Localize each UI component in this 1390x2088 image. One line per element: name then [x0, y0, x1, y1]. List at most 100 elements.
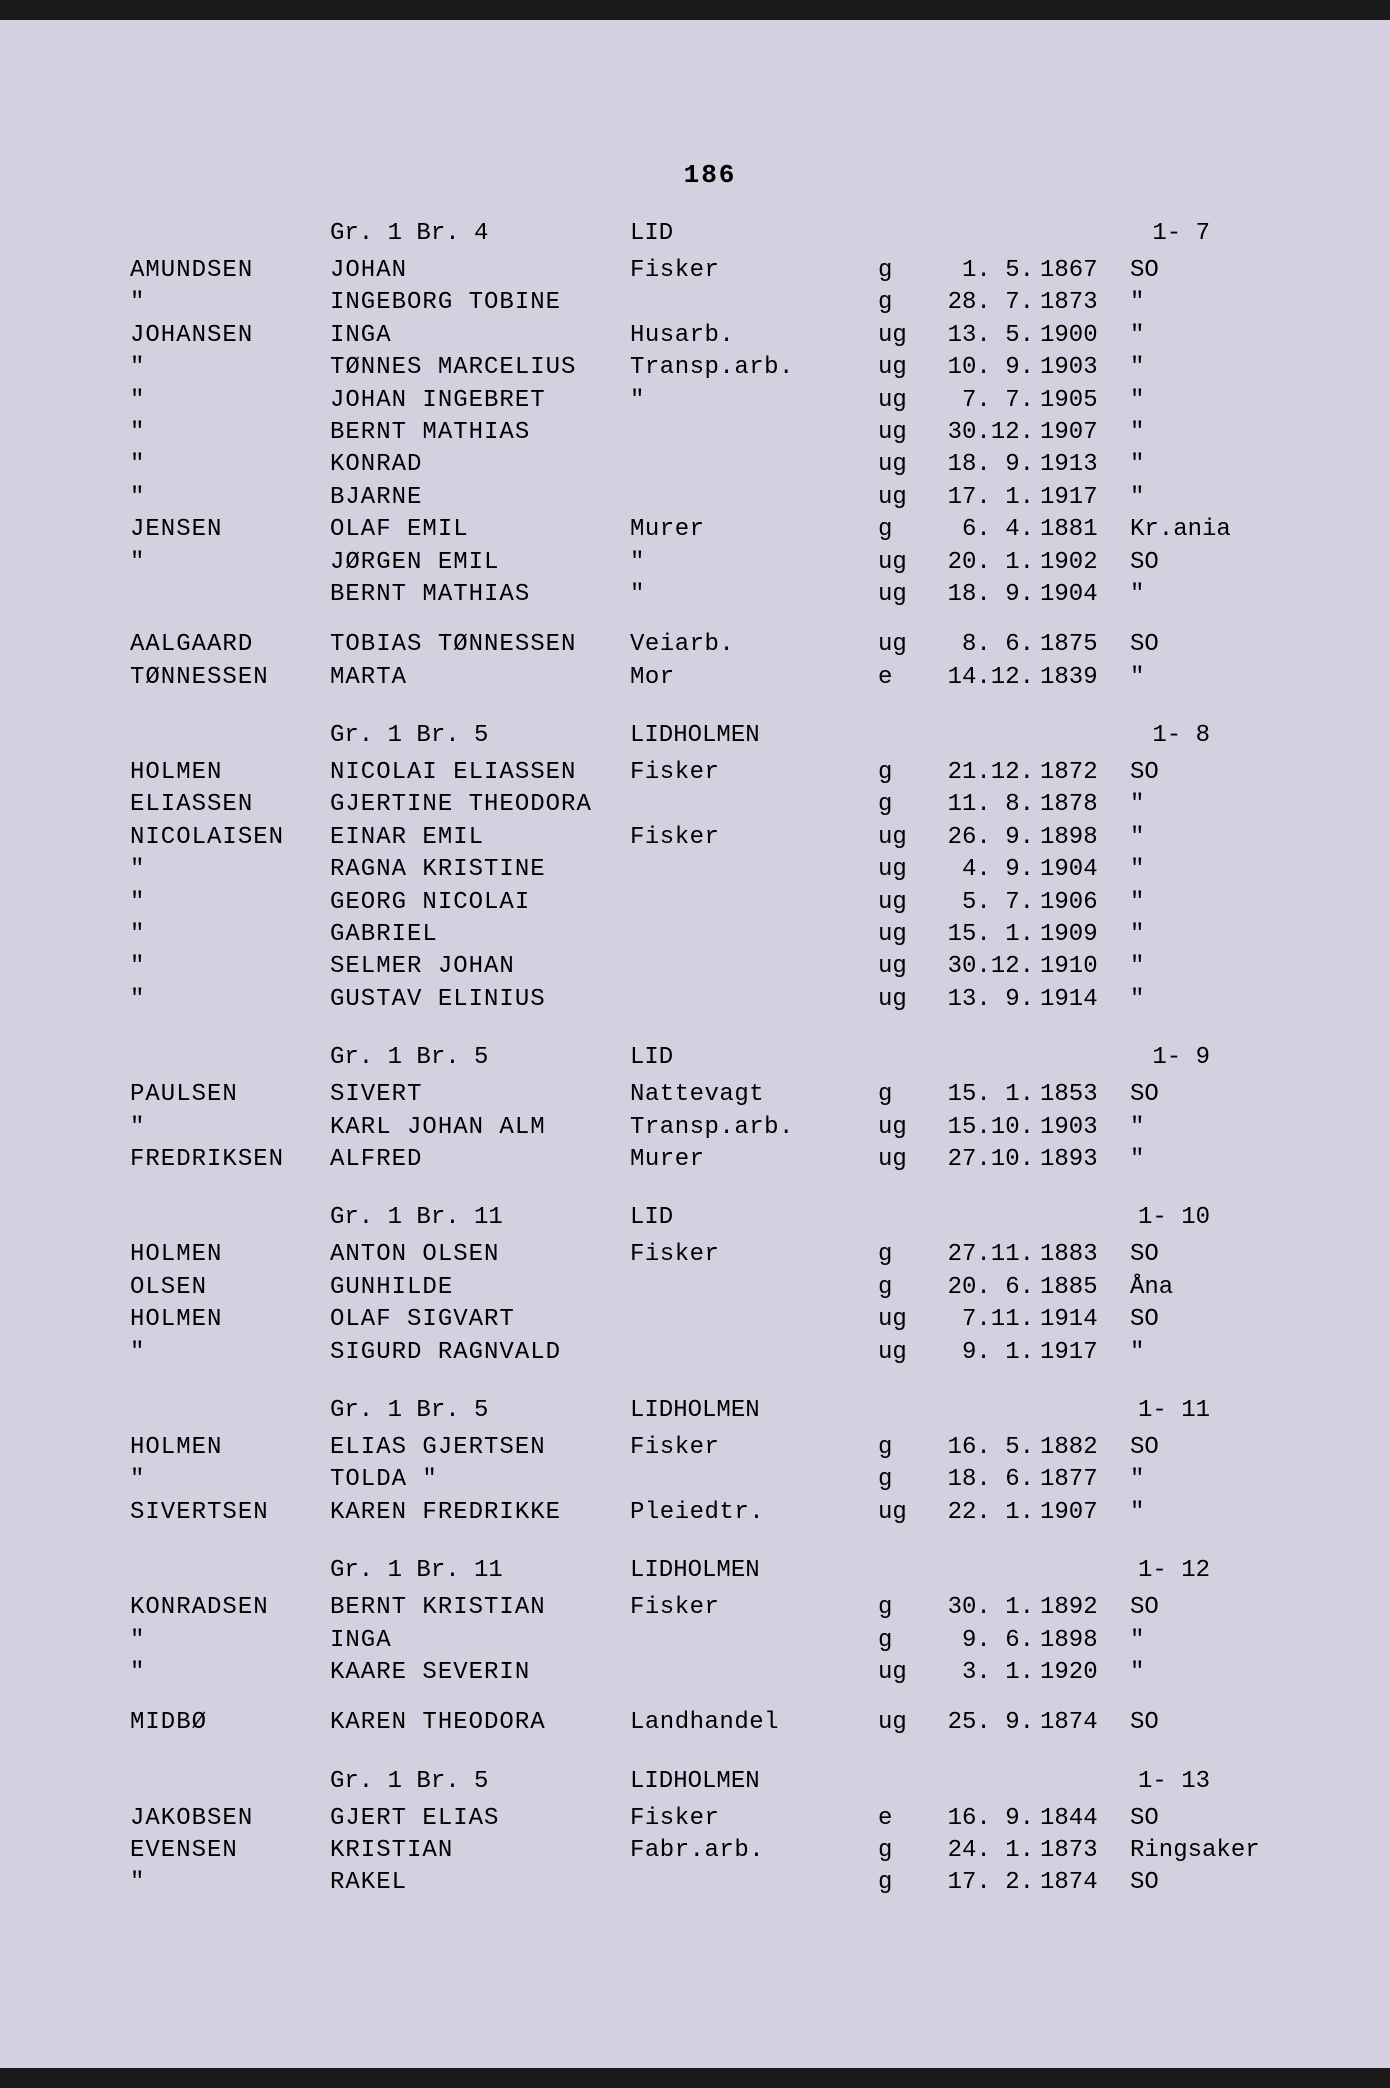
section-index: 1- 10 [1020, 1204, 1290, 1231]
record-row: "INGEBORG TOBINEg28. 7.1873" [130, 287, 1290, 319]
occupation-cell: " [630, 385, 870, 417]
year-cell: 1914 [1040, 984, 1130, 1016]
year-cell: 1902 [1040, 547, 1130, 579]
year-cell: 1900 [1040, 320, 1130, 352]
place-cell: " [1130, 352, 1310, 384]
record-row: HOLMENNICOLAI ELIASSENFiskerg21.12.1872S… [130, 757, 1290, 789]
group-branch: Gr. 1 Br. 4 [330, 220, 630, 247]
record-row: PAULSENSIVERTNattevagtg15. 1.1853SO [130, 1079, 1290, 1111]
given-cell: TOBIAS TØNNESSEN [330, 629, 630, 661]
given-cell: GEORG NICOLAI [330, 887, 630, 919]
place-cell: SO [1130, 1803, 1310, 1835]
year-cell: 1913 [1040, 449, 1130, 481]
given-cell: NICOLAI ELIASSEN [330, 757, 630, 789]
year-cell: 1905 [1040, 385, 1130, 417]
given-cell: BERNT MATHIAS [330, 579, 630, 611]
surname-cell: " [130, 1625, 330, 1657]
occupation-cell: Fabr.arb. [630, 1835, 870, 1867]
surname-cell: " [130, 887, 330, 919]
surname-cell: " [130, 547, 330, 579]
surname-cell: " [130, 984, 330, 1016]
day-cell: 15. 1. [930, 919, 1040, 951]
place-cell: " [1130, 1337, 1310, 1369]
surname-cell: " [130, 287, 330, 319]
surname-cell: SIVERTSEN [130, 1497, 330, 1529]
status-cell: ug [870, 1112, 930, 1144]
place-cell: Åna [1130, 1272, 1310, 1304]
year-cell: 1853 [1040, 1079, 1130, 1111]
given-cell: ELIAS GJERTSEN [330, 1432, 630, 1464]
record-row: "JOHAN INGEBRET"ug 7. 7.1905" [130, 385, 1290, 417]
given-cell: ALFRED [330, 1144, 630, 1176]
record-row: JOHANSENINGAHusarb.ug13. 5.1900" [130, 320, 1290, 352]
place-cell: Kr.ania [1130, 514, 1310, 546]
record-row: JENSENOLAF EMILMurerg 6. 4.1881Kr.ania [130, 514, 1290, 546]
year-cell: 1907 [1040, 1497, 1130, 1529]
spacer [130, 611, 1290, 629]
place-cell: " [1130, 287, 1310, 319]
year-cell: 1877 [1040, 1464, 1130, 1496]
day-cell: 14.12. [930, 662, 1040, 694]
surname-cell: JOHANSEN [130, 320, 330, 352]
status-cell: ug [870, 385, 930, 417]
record-row: AMUNDSENJOHANFiskerg 1. 5.1867SO [130, 255, 1290, 287]
status-cell: g [870, 789, 930, 821]
section-index: 1- 8 [1020, 722, 1290, 749]
given-cell: EINAR EMIL [330, 822, 630, 854]
occupation-cell: Fisker [630, 1432, 870, 1464]
status-cell: ug [870, 1304, 930, 1336]
record-row: "BJARNEug17. 1.1917" [130, 482, 1290, 514]
day-cell: 27.10. [930, 1144, 1040, 1176]
occupation-cell: Fisker [630, 1803, 870, 1835]
surname-cell: TØNNESSEN [130, 662, 330, 694]
occupation-cell [630, 287, 870, 319]
record-row: AALGAARDTOBIAS TØNNESSENVeiarb.ug 8. 6.1… [130, 629, 1290, 661]
section-index: 1- 13 [1020, 1768, 1290, 1795]
surname-cell: HOLMEN [130, 1304, 330, 1336]
record-row: NICOLAISENEINAR EMILFiskerug26. 9.1898" [130, 822, 1290, 854]
occupation-cell: Transp.arb. [630, 1112, 870, 1144]
status-cell: ug [870, 1144, 930, 1176]
day-cell: 3. 1. [930, 1657, 1040, 1689]
occupation-cell: Murer [630, 1144, 870, 1176]
group-branch: Gr. 1 Br. 5 [330, 722, 630, 749]
record-row: OLSENGUNHILDEg20. 6.1885Åna [130, 1272, 1290, 1304]
record-row: "KARL JOHAN ALMTransp.arb.ug15.10.1903" [130, 1112, 1290, 1144]
record-row: FREDRIKSENALFREDMurerug27.10.1893" [130, 1144, 1290, 1176]
place-cell: " [1130, 662, 1310, 694]
given-cell: GUNHILDE [330, 1272, 630, 1304]
record-row: "RAGNA KRISTINEug 4. 9.1904" [130, 854, 1290, 886]
given-cell: INGA [330, 320, 630, 352]
given-cell: BERNT MATHIAS [330, 417, 630, 449]
occupation-cell: Nattevagt [630, 1079, 870, 1111]
place-cell: " [1130, 951, 1310, 983]
location: LID [630, 1204, 870, 1231]
section-header: Gr. 1 Br. 11LIDHOLMEN1- 12 [130, 1557, 1290, 1584]
record-row: KONRADSENBERNT KRISTIANFiskerg30. 1.1892… [130, 1592, 1290, 1624]
given-cell: BJARNE [330, 482, 630, 514]
year-cell: 1920 [1040, 1657, 1130, 1689]
surname-cell: " [130, 449, 330, 481]
given-cell: ANTON OLSEN [330, 1239, 630, 1271]
occupation-cell [630, 1272, 870, 1304]
day-cell: 30.12. [930, 951, 1040, 983]
given-cell: GJERT ELIAS [330, 1803, 630, 1835]
day-cell: 26. 9. [930, 822, 1040, 854]
occupation-cell: Fisker [630, 757, 870, 789]
status-cell: ug [870, 482, 930, 514]
status-cell: ug [870, 1707, 930, 1739]
record-row: HOLMENOLAF SIGVARTug 7.11.1914SO [130, 1304, 1290, 1336]
status-cell: g [870, 1867, 930, 1899]
surname-cell: AALGAARD [130, 629, 330, 661]
given-cell: RAGNA KRISTINE [330, 854, 630, 886]
given-cell: JOHAN INGEBRET [330, 385, 630, 417]
status-cell: g [870, 1592, 930, 1624]
day-cell: 20. 6. [930, 1272, 1040, 1304]
group-branch: Gr. 1 Br. 11 [330, 1204, 630, 1231]
given-cell: INGEBORG TOBINE [330, 287, 630, 319]
surname-cell: OLSEN [130, 1272, 330, 1304]
spacer [130, 1689, 1290, 1707]
place-cell: " [1130, 919, 1310, 951]
given-cell: JØRGEN EMIL [330, 547, 630, 579]
place-cell: " [1130, 579, 1310, 611]
